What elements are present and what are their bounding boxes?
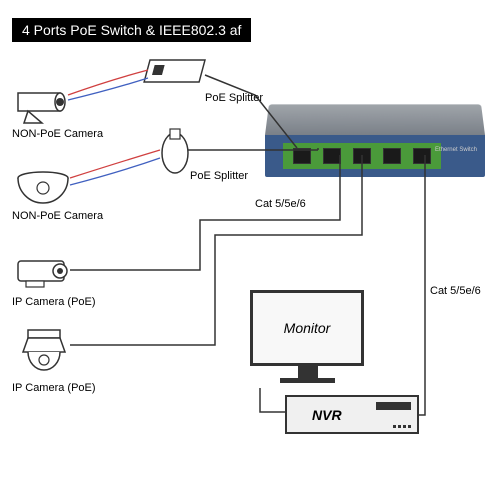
cable-label-1: Cat 5/5e/6 — [255, 198, 306, 210]
switch-port-panel — [283, 143, 441, 169]
wiring-diagram — [0, 0, 500, 500]
monitor-screen: Monitor — [250, 290, 364, 366]
camera-1-label: NON-PoE Camera — [12, 128, 103, 140]
camera-4-label: IP Camera (PoE) — [12, 382, 96, 394]
ip-ptz-camera-icon — [23, 330, 65, 370]
poe-splitter-1-icon — [144, 60, 205, 82]
dome-camera-1-icon — [18, 172, 68, 203]
bullet-camera-1-icon — [18, 93, 65, 123]
monitor-base — [280, 378, 335, 383]
switch-brand-label: Ethernet Switch — [435, 147, 477, 153]
ip-bullet-camera-icon — [18, 261, 67, 287]
poe-switch: Ethernet Switch — [265, 100, 485, 180]
camera-2-label: NON-PoE Camera — [12, 210, 103, 222]
monitor-stand — [298, 366, 318, 378]
switch-chassis-front: Ethernet Switch — [265, 135, 485, 177]
ethernet-port — [293, 148, 311, 164]
monitor: Monitor — [250, 290, 365, 385]
splitter-1-label: PoE Splitter — [205, 92, 263, 104]
poe-splitter-2-icon — [162, 129, 188, 173]
title-bar: 4 Ports PoE Switch & IEEE802.3 af — [12, 18, 251, 42]
cable-label-2: Cat 5/5e/6 — [430, 285, 481, 297]
nvr-drive-slot — [376, 402, 411, 410]
monitor-label: Monitor — [284, 320, 331, 336]
nvr-indicator-leds — [393, 425, 411, 428]
camera-3-label: IP Camera (PoE) — [12, 296, 96, 308]
nvr: NVR — [285, 395, 419, 434]
splitter-2-label: PoE Splitter — [190, 170, 248, 182]
ethernet-port — [323, 148, 341, 164]
ethernet-port — [383, 148, 401, 164]
ethernet-port — [413, 148, 431, 164]
switch-chassis-top — [265, 104, 485, 135]
ethernet-port — [353, 148, 371, 164]
nvr-label: NVR — [312, 407, 342, 423]
